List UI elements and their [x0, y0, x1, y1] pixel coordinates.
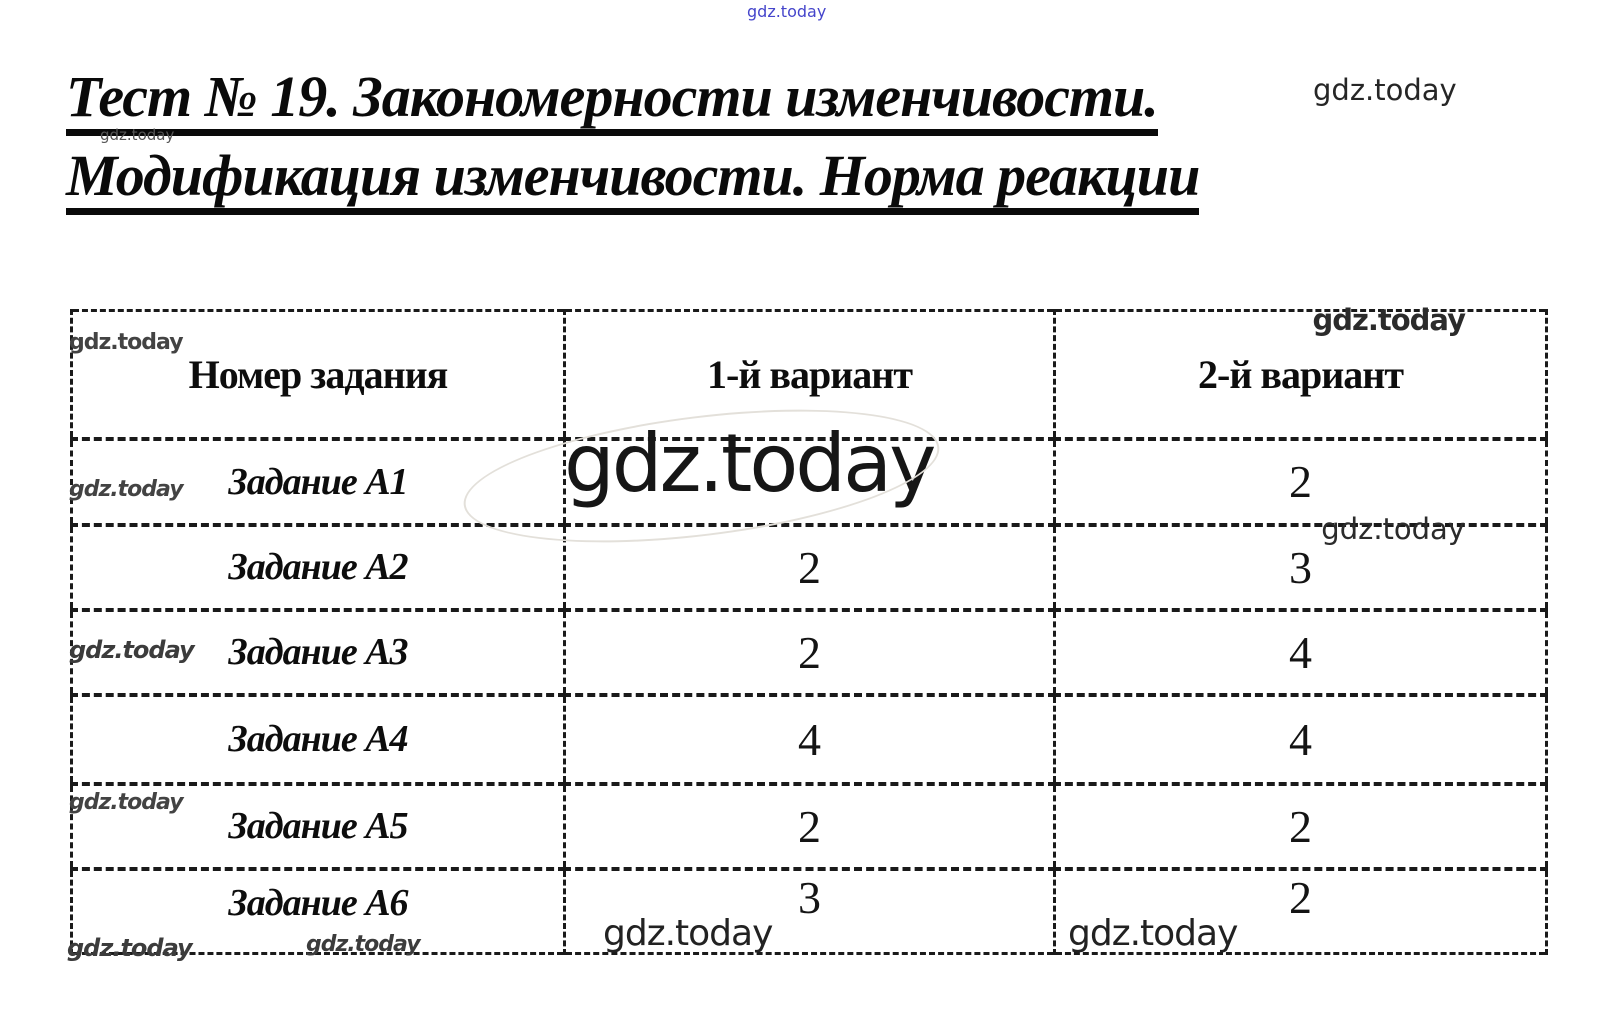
page-title-line2: Модификация изменчивости. Норма реакции [66, 147, 1200, 215]
table-row: Задание А6 gdz.today gdz.today gdz.today… [67, 868, 1548, 960]
task-label-text: Задание А6 [228, 882, 408, 925]
task-label: gdz.today Задание А1 [69, 438, 566, 525]
answer-variant1: gdz.today 3 [563, 868, 1056, 954]
gdz-today-watermark-header-right: gdz.today [1312, 303, 1466, 337]
answer-value: 4 [1289, 626, 1312, 678]
gdz-today-watermark-a6-variant1: gdz.today [603, 913, 773, 954]
gdz-today-watermark-top-right: gdz.today [1313, 73, 1457, 107]
task-label-text: Задание А4 [228, 718, 408, 760]
gdz-today-watermark-a6-left1: gdz.today [67, 934, 193, 962]
answer-value: 3 [798, 871, 821, 923]
gdz-today-watermark-header-left: gdz.today [69, 330, 184, 355]
table-row: gdz.today Задание А1 gdz.today 2 [69, 423, 1548, 525]
header-task-number-label: Номер задания [188, 351, 449, 397]
task-label-text: Задание А5 [228, 805, 408, 847]
answer-value: 3 [1289, 541, 1312, 593]
gdz-today-watermark-under-title: gdz.today [100, 126, 175, 144]
task-label: Задание А2 [70, 524, 566, 610]
answer-variant1: 2 [563, 609, 1056, 695]
task-label: gdz.today Задание А3 [69, 609, 566, 695]
task-label: gdz.today Задание А5 [69, 783, 566, 869]
table-row: gdz.today Задание А5 2 2 [69, 783, 1548, 869]
task-label: Задание А4 [70, 694, 566, 784]
task-label-text: Задание А1 [228, 460, 408, 503]
header-variant-2-label: 2-й вариант [1198, 351, 1404, 397]
gdz-today-watermark-a3-left: gdz.today [69, 635, 195, 664]
answer-value: 2 [1289, 800, 1312, 852]
answer-variant2: gdz.today 2 [1053, 868, 1548, 954]
answer-variant1: 4 [563, 694, 1056, 784]
task-label-text: Задание А3 [228, 631, 408, 673]
table-row: gdz.today Задание А3 2 4 [69, 609, 1548, 695]
header-variant-1: 1-й вариант [563, 310, 1056, 439]
task-label: Задание А6 gdz.today gdz.today [67, 868, 566, 960]
gdz-today-watermark-a1-left: gdz.today [69, 476, 184, 502]
answer-variant2: gdz.today 3 [1053, 514, 1548, 610]
answer-variant2: 2 [1053, 438, 1548, 525]
answer-value: 2 [1289, 456, 1312, 507]
page-title: Тест № 19. Закономерности изменчивости. … [66, 68, 1200, 226]
answer-variant1: 2 [563, 783, 1056, 869]
answer-variant2: 4 [1053, 694, 1548, 784]
gdz-today-watermark-big: gdz.today [564, 416, 936, 510]
answer-value: 2 [1289, 871, 1312, 923]
page-title-line1: Тест № 19. Закономерности изменчивости. [66, 68, 1159, 136]
answer-variant1: 2 [563, 524, 1056, 610]
table-row: Задание А4 4 4 [70, 694, 1548, 784]
table-row: Задание А2 2 gdz.today 3 [70, 514, 1548, 610]
header-variant-2: gdz.today 2-й вариант [1053, 306, 1548, 439]
answer-value: 2 [798, 541, 821, 593]
answer-variant2: 2 [1053, 783, 1548, 869]
gdz-today-watermark-a6-left2: gdz.today [306, 932, 421, 957]
task-label-text: Задание А2 [228, 546, 408, 588]
gdz-today-link-watermark[interactable]: gdz.today [747, 2, 827, 21]
answer-value: 4 [1289, 713, 1312, 765]
header-task-number: gdz.today Номер задания [69, 310, 566, 439]
gdz-today-watermark-a6-variant2: gdz.today [1068, 913, 1238, 954]
answer-value: 2 [798, 800, 821, 852]
table-header-row: gdz.today Номер задания 1-й вариант gdz.… [69, 306, 1548, 439]
gdz-today-watermark-a5-left: gdz.today [69, 789, 184, 815]
answer-value: 2 [798, 626, 821, 678]
header-variant-1-label: 1-й вариант [707, 351, 913, 397]
answer-value: 4 [798, 713, 821, 765]
answer-variant1: gdz.today [563, 423, 1056, 525]
gdz-today-watermark-a2-right: gdz.today [1321, 511, 1465, 546]
answers-table: gdz.today Номер задания 1-й вариант gdz.… [67, 306, 1548, 960]
answer-variant2: 4 [1053, 609, 1548, 695]
